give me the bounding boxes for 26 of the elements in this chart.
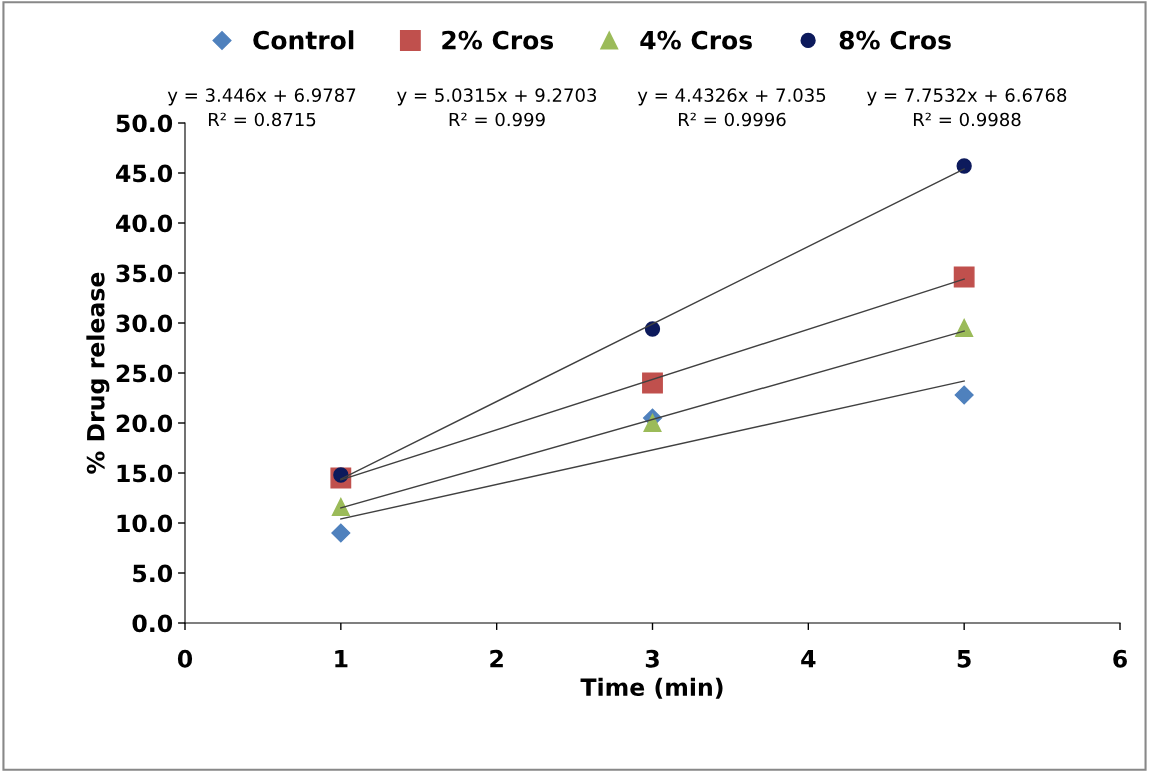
annotation: y = 5.0315x + 9.2703 R² = 0.999 [397,88,597,127]
y-tick-label: 0.0 [132,614,173,633]
annotation: y = 4.4326x + 7.035 R² = 0.9996 [637,88,826,127]
y-tick-label: 45.0 [116,164,173,183]
y-tick-label: 10.0 [117,514,173,533]
y-tick-label: 30.0 [116,314,173,333]
legend-label: Control [253,30,354,50]
y-tick-label: 5.0 [133,564,173,583]
y-tick-label: 40.0 [116,214,173,233]
x-tick-label: 0 [177,649,193,668]
x-tick-label: 5 [957,650,971,668]
y-tick-label: 35.0 [116,264,173,283]
annotation: y = 7.7532x + 6.6768 R² = 0.9988 [867,88,1067,127]
x-tick-label: 3 [645,649,659,668]
x-tick-label: 2 [490,649,503,668]
x-tick-label: 6 [1113,649,1127,668]
legend-label: 8% Cros [839,30,951,50]
y-tick-label: 20.0 [116,414,173,433]
x-tick-label: 1 [335,650,348,668]
x-axis-title: Time (min) [580,677,723,699]
y-axis-title: % Drug release [86,272,110,474]
legend-label: 4% Cros [640,30,752,50]
y-tick-label: 15.0 [117,464,173,483]
y-tick-label: 25.0 [116,364,173,383]
x-tick-label: 4 [801,650,816,668]
legend-label: 2% Cros [442,30,554,50]
